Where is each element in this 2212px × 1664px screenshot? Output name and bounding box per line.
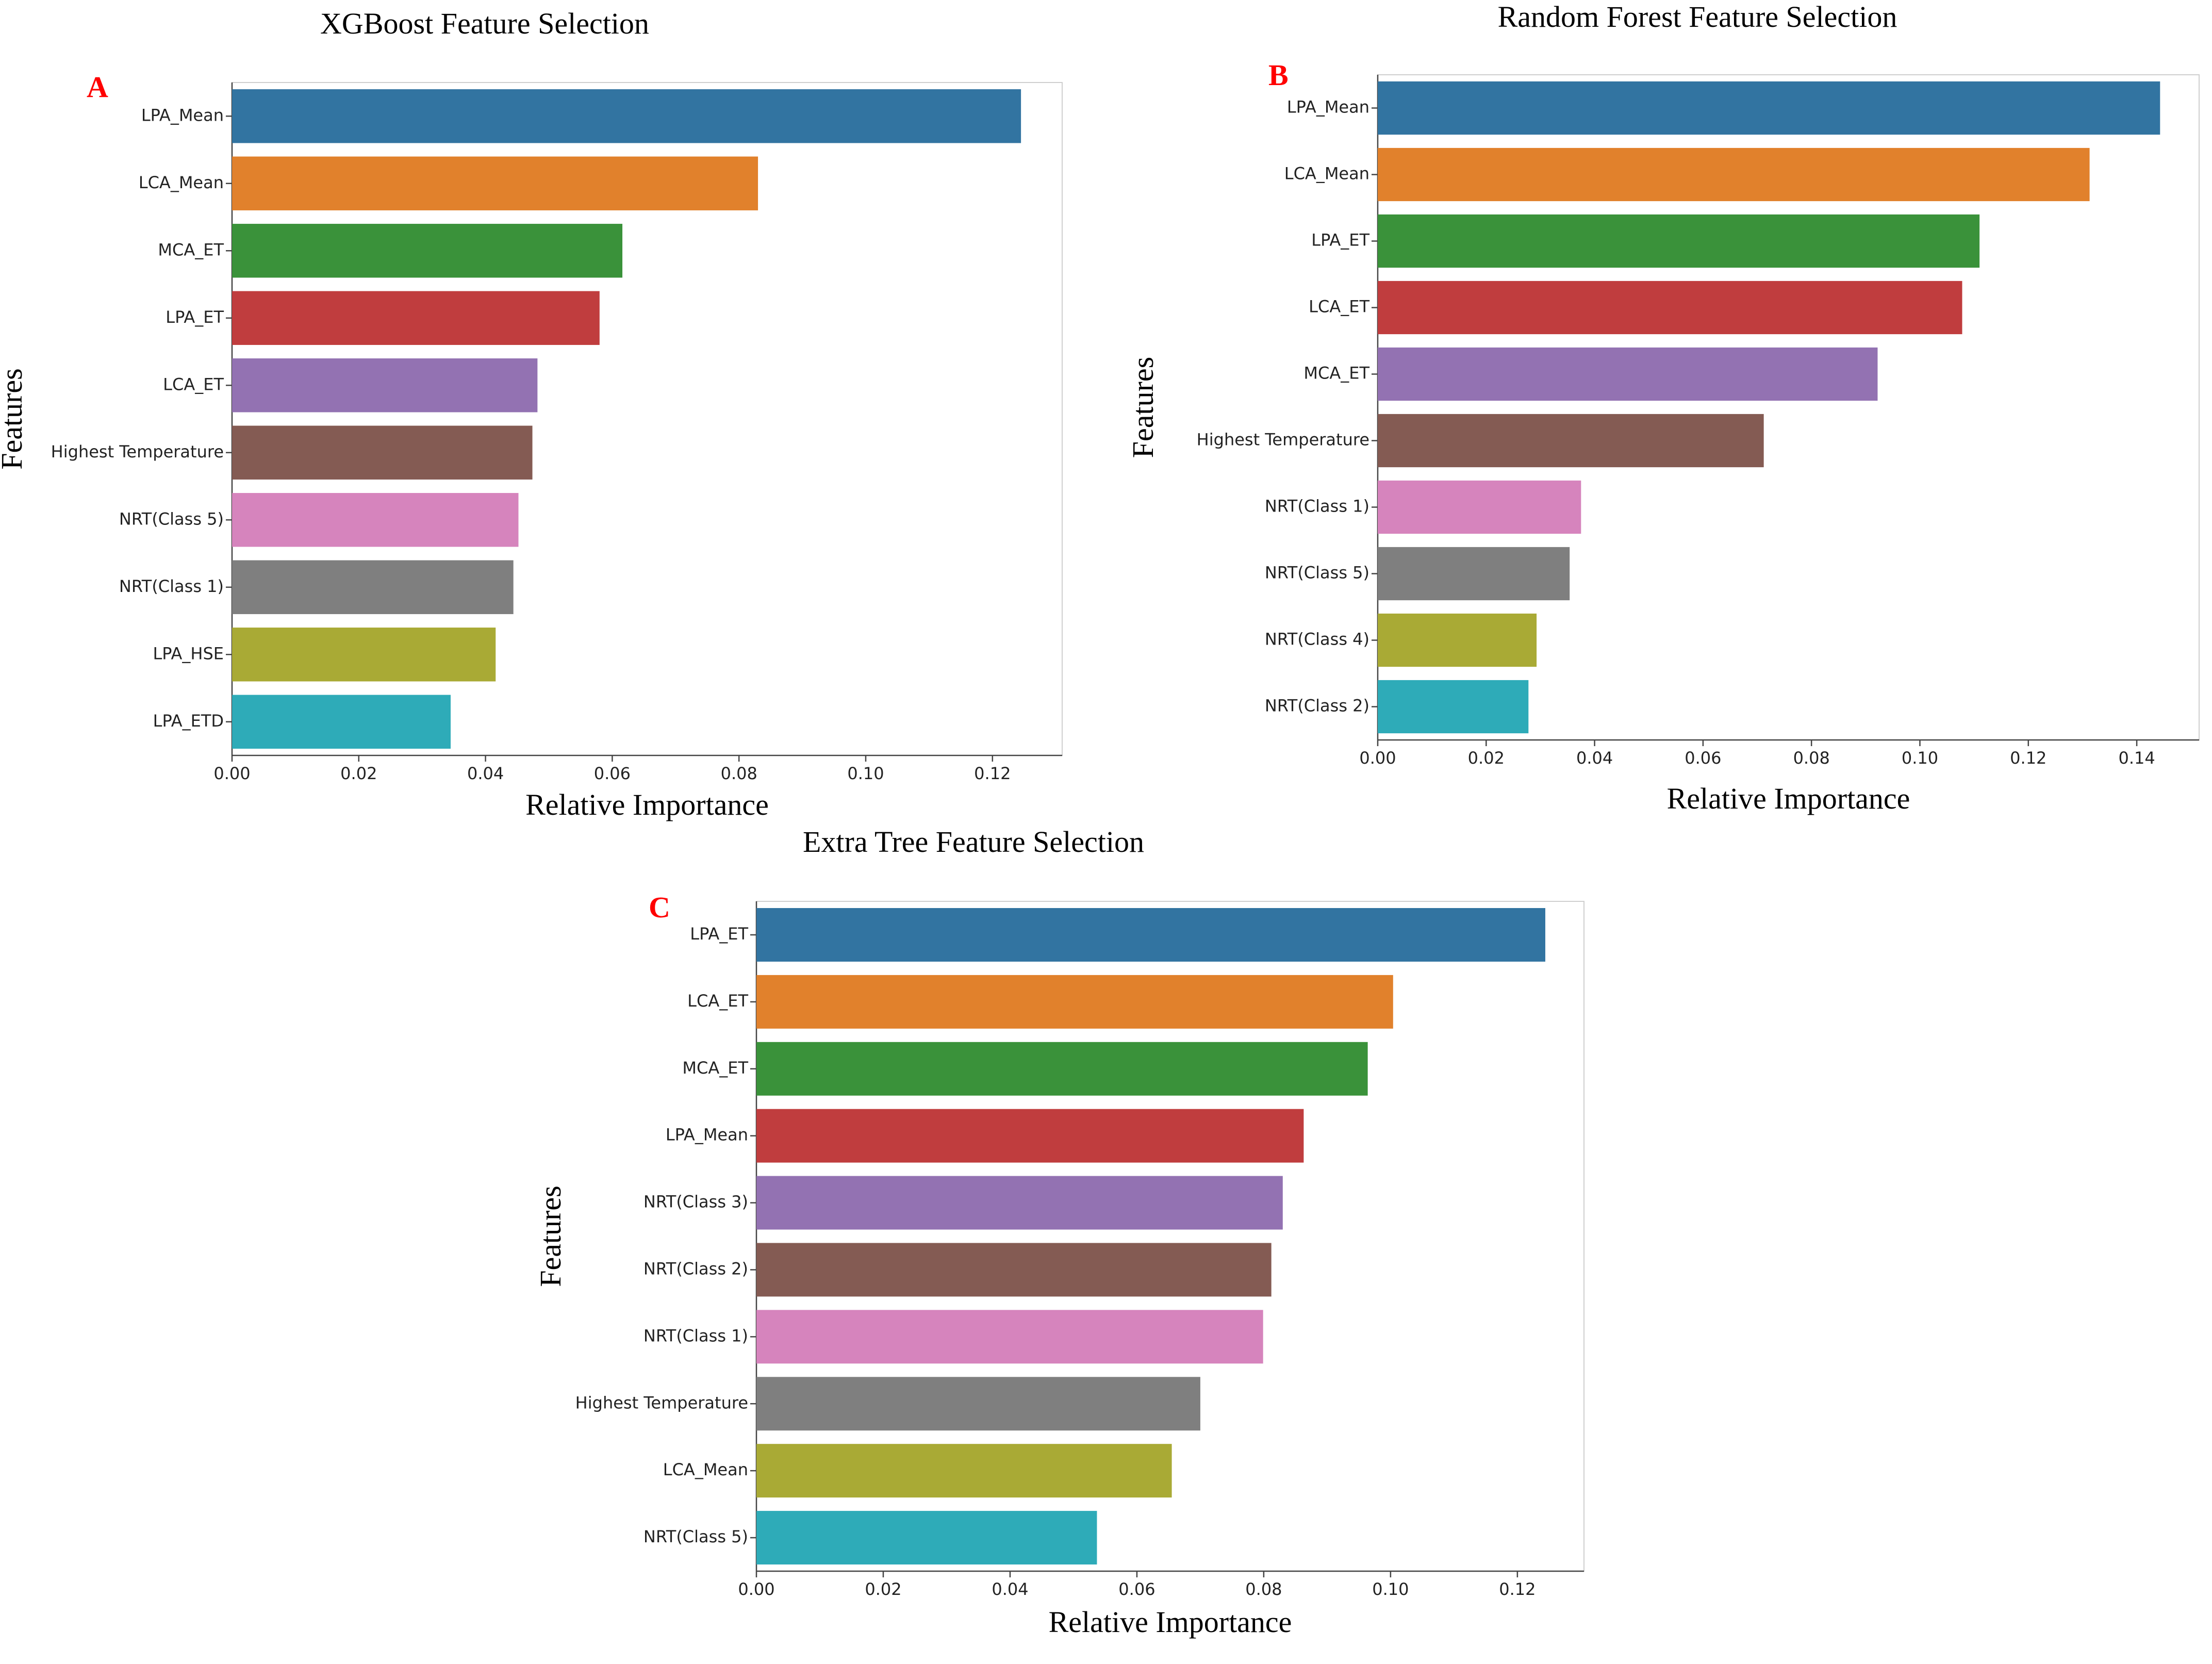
- bar: [232, 224, 623, 278]
- y-tick-label: LCA_ET: [163, 374, 224, 394]
- y-tick-label: LCA_Mean: [1284, 164, 1369, 184]
- x-tick-label: 0.04: [1576, 748, 1613, 768]
- y-tick-label: LPA_ET: [1311, 230, 1369, 250]
- x-tick-label: 0.06: [1118, 1579, 1155, 1599]
- y-tick-label: NRT(Class 1): [1265, 497, 1369, 516]
- y-axis-label: Features: [1126, 357, 1160, 458]
- chart-title: Extra Tree Feature Selection: [803, 825, 1144, 859]
- bar: [756, 1109, 1304, 1163]
- y-tick-label: LPA_Mean: [141, 105, 224, 125]
- y-tick-label: MCA_ET: [1303, 364, 1369, 383]
- panel-letter: B: [1268, 58, 1289, 92]
- x-axis-label: Relative Importance: [525, 788, 769, 821]
- x-tick-label: 0.06: [1685, 748, 1721, 768]
- bar: [756, 1511, 1097, 1565]
- bar: [232, 291, 600, 345]
- chart-title: Random Forest Feature Selection: [1498, 0, 1897, 34]
- bar: [756, 1176, 1283, 1230]
- y-tick-label: LPA_ETD: [153, 711, 224, 731]
- y-tick-label: Highest Temperature: [1197, 430, 1369, 450]
- y-tick-label: LPA_ET: [690, 924, 748, 944]
- y-axis-label: Features: [534, 1185, 567, 1287]
- chart-panel-a: LPA_Mean LCA_Mean MCA_ET LPA_ET LCA_ET Highes…: [0, 7, 1063, 821]
- y-tick-label: MCA_ET: [158, 240, 224, 259]
- bar: [1378, 81, 2160, 135]
- bar: [756, 1377, 1200, 1431]
- y-tick-label: LPA_Mean: [1287, 97, 1369, 117]
- bar: [1378, 147, 2090, 202]
- y-axis-label: Features: [0, 368, 28, 470]
- y-tick-label: NRT(Class 5): [643, 1527, 748, 1546]
- y-tick-label: LCA_Mean: [663, 1460, 748, 1479]
- bar: [756, 975, 1393, 1029]
- y-tick-label: LCA_ET: [687, 991, 748, 1011]
- bar: [1378, 347, 1878, 401]
- bar: [1378, 547, 1570, 601]
- y-tick-label: NRT(Class 3): [643, 1192, 748, 1212]
- bar: [1378, 214, 1980, 268]
- y-tick-label: NRT(Class 1): [643, 1326, 748, 1345]
- panel-letter: C: [649, 891, 670, 924]
- bar: [232, 156, 758, 210]
- bar: [232, 560, 514, 614]
- x-tick-label: 0.08: [721, 764, 757, 783]
- x-tick-label: 0.10: [1902, 748, 1938, 768]
- y-tick-label: MCA_ET: [682, 1058, 748, 1078]
- x-tick-label: 0.10: [1372, 1579, 1409, 1599]
- bar: [1378, 480, 1581, 534]
- bar: [232, 493, 519, 547]
- chart-title: XGBoost Feature Selection: [320, 7, 649, 40]
- x-tick-label: 0.02: [1468, 748, 1505, 768]
- bar: [756, 1042, 1368, 1096]
- x-tick-label: 0.12: [974, 764, 1011, 783]
- x-tick-label: 0.02: [340, 764, 377, 783]
- bar: [232, 89, 1021, 143]
- panel-letter: A: [87, 70, 108, 104]
- bar: [756, 1310, 1263, 1364]
- y-tick-label: NRT(Class 1): [119, 576, 224, 596]
- x-tick-label: 0.08: [1245, 1579, 1282, 1599]
- chart-panel-b: LPA_Mean LCA_Mean LPA_ET LCA_ET MCA_ET Highes…: [1126, 0, 2200, 815]
- y-tick-label: LPA_ET: [166, 307, 224, 327]
- x-tick-label: 0.14: [2118, 748, 2155, 768]
- bar: [1378, 414, 1764, 468]
- bar: [1378, 281, 1962, 335]
- x-tick-label: 0.00: [738, 1579, 774, 1599]
- bar: [232, 425, 533, 480]
- y-tick-label: Highest Temperature: [51, 442, 224, 462]
- bar: [232, 695, 451, 749]
- bar: [1378, 613, 1537, 667]
- bar: [756, 1243, 1272, 1297]
- y-tick-label: NRT(Class 2): [1265, 696, 1369, 716]
- x-tick-label: 0.06: [594, 764, 631, 783]
- x-tick-label: 0.10: [847, 764, 884, 783]
- x-tick-label: 0.12: [1499, 1579, 1536, 1599]
- x-tick-label: 0.04: [467, 764, 504, 783]
- x-tick-label: 0.00: [1359, 748, 1396, 768]
- bar: [1378, 680, 1529, 734]
- x-tick-label: 0.02: [865, 1579, 901, 1599]
- x-tick-label: 0.08: [1793, 748, 1830, 768]
- y-tick-label: NRT(Class 5): [1265, 563, 1369, 583]
- chart-panel-c: LPA_ET LCA_ET MCA_ET LPA_Mean NRT(Class 3) NR…: [534, 825, 1584, 1639]
- y-tick-label: NRT(Class 5): [119, 509, 224, 529]
- y-tick-label: LCA_ET: [1309, 297, 1369, 317]
- y-tick-label: LPA_HSE: [153, 644, 224, 663]
- y-tick-label: NRT(Class 4): [1265, 630, 1369, 649]
- bar: [756, 1444, 1172, 1498]
- bar: [756, 908, 1545, 962]
- y-tick-label: LCA_Mean: [139, 173, 224, 192]
- y-tick-label: NRT(Class 2): [643, 1259, 748, 1278]
- y-tick-label: LPA_Mean: [666, 1125, 748, 1145]
- bar: [232, 628, 496, 682]
- x-tick-label: 0.04: [992, 1579, 1028, 1599]
- x-axis-label: Relative Importance: [1667, 782, 1910, 815]
- x-tick-label: 0.00: [213, 764, 250, 783]
- y-tick-label: Highest Temperature: [575, 1393, 748, 1412]
- x-axis-label: Relative Importance: [1049, 1605, 1292, 1639]
- x-tick-label: 0.12: [2010, 748, 2046, 768]
- bar: [232, 358, 538, 413]
